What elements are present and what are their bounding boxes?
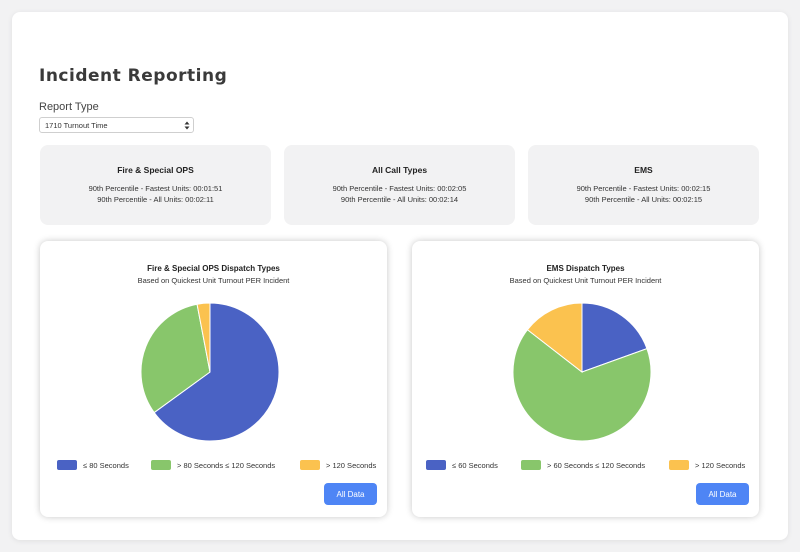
stat-fastest-units: 90th Percentile - Fastest Units: 00:02:0… xyxy=(332,184,467,193)
stat-all-units: 90th Percentile - All Units: 00:02:11 xyxy=(97,195,214,204)
pie-slice[interactable] xyxy=(512,329,652,442)
report-type-label: Report Type xyxy=(39,101,99,113)
pie-slice[interactable] xyxy=(153,302,280,442)
legend-label: > 60 Seconds ≤ 120 Seconds xyxy=(547,460,646,470)
chart-subtitle: Based on Quickest Unit Turnout PER Incid… xyxy=(509,276,662,285)
chart-legend: ≤ 80 Seconds > 80 Seconds ≤ 120 Seconds … xyxy=(40,460,387,472)
select-arrows-icon xyxy=(181,118,193,132)
legend-swatch xyxy=(151,460,171,470)
pie-slice[interactable] xyxy=(526,302,583,374)
all-data-button[interactable]: All Data xyxy=(696,483,749,505)
stat-box-fire-special-ops: Fire & Special OPS 90th Percentile - Fas… xyxy=(40,145,271,225)
chart-title: Fire & Special OPS Dispatch Types xyxy=(147,264,280,273)
stat-title: Fire & Special OPS xyxy=(117,165,194,175)
page-title: Incident Reporting xyxy=(39,66,228,86)
legend-swatch xyxy=(426,460,446,470)
chart-panel-fire-special-ops: Fire & Special OPS Dispatch Types Based … xyxy=(40,241,387,517)
legend-swatch xyxy=(521,460,541,470)
legend-item[interactable]: > 120 Seconds xyxy=(669,460,745,470)
legend-item[interactable]: > 60 Seconds ≤ 120 Seconds xyxy=(521,460,645,470)
legend-swatch xyxy=(669,460,689,470)
legend-label: > 120 Seconds xyxy=(326,460,377,470)
report-type-select[interactable]: 1710 Turnout Time xyxy=(39,117,194,133)
legend-label: ≤ 80 Seconds xyxy=(83,460,129,470)
pie-chart xyxy=(512,302,652,442)
chart-title: EMS Dispatch Types xyxy=(546,264,625,273)
report-type-value: 1710 Turnout Time xyxy=(45,120,108,130)
legend-item[interactable]: ≤ 80 Seconds xyxy=(57,460,129,470)
stat-box-ems: EMS 90th Percentile - Fastest Units: 00:… xyxy=(528,145,759,225)
stat-fastest-units: 90th Percentile - Fastest Units: 00:02:1… xyxy=(576,184,711,193)
stat-all-units: 90th Percentile - All Units: 00:02:15 xyxy=(584,195,703,204)
legend-item[interactable]: > 80 Seconds ≤ 120 Seconds xyxy=(151,460,275,470)
pie-slice[interactable] xyxy=(196,302,211,373)
legend-label: > 120 Seconds xyxy=(695,460,746,470)
legend-item[interactable]: ≤ 60 Seconds xyxy=(426,460,498,470)
legend-item[interactable]: > 120 Seconds xyxy=(300,460,376,470)
pie-chart xyxy=(140,302,280,442)
chart-legend: ≤ 60 Seconds > 60 Seconds ≤ 120 Seconds … xyxy=(412,460,759,472)
pie-slice[interactable] xyxy=(581,302,648,373)
legend-swatch xyxy=(300,460,320,470)
stat-title: EMS xyxy=(634,165,653,175)
stat-box-all-call-types: All Call Types 90th Percentile - Fastest… xyxy=(284,145,515,225)
stat-fastest-units: 90th Percentile - Fastest Units: 00:01:5… xyxy=(88,184,223,193)
legend-label: ≤ 60 Seconds xyxy=(452,460,498,470)
stat-all-units: 90th Percentile - All Units: 00:02:14 xyxy=(340,195,459,204)
pie-slice[interactable] xyxy=(140,303,211,414)
legend-label: > 80 Seconds ≤ 120 Seconds xyxy=(177,460,276,470)
all-data-button[interactable]: All Data xyxy=(324,483,377,505)
stat-title: All Call Types xyxy=(371,165,428,175)
legend-swatch xyxy=(57,460,77,470)
chart-panel-ems: EMS Dispatch Types Based on Quickest Uni… xyxy=(412,241,759,517)
chart-subtitle: Based on Quickest Unit Turnout PER Incid… xyxy=(137,276,290,285)
